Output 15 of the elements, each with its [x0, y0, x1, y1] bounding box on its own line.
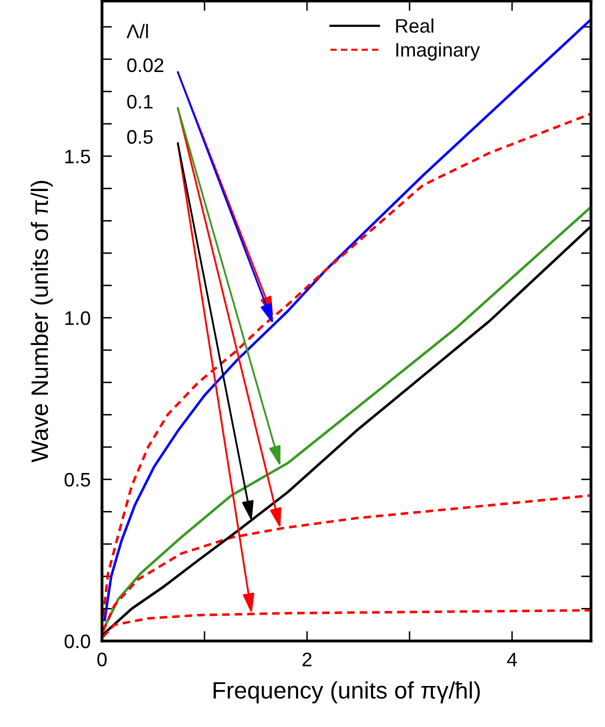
y-tick-label: 0.5 [64, 472, 90, 487]
annotation: 0.1 [127, 94, 153, 109]
legend-label: Real [396, 18, 434, 33]
y-tick-label: 0.0 [64, 634, 90, 648]
y-tick-label: 1.0 [65, 311, 90, 326]
annotation: Λ/l [126, 24, 148, 38]
y-tick-label: 1.5 [65, 150, 90, 164]
y-axis-title: Wave Number (units of π/l) [30, 180, 53, 462]
annotation: 0.02 [127, 58, 164, 72]
x-tick-label: 4 [507, 652, 517, 666]
x-tick-label: 0 [97, 652, 107, 666]
x-axis-title: Frequency (units of πγ/ħl) [214, 681, 480, 704]
legend-label: Imaginary [396, 42, 480, 61]
annotation: 0.5 [127, 130, 153, 144]
x-tick-label: 2 [302, 652, 312, 666]
